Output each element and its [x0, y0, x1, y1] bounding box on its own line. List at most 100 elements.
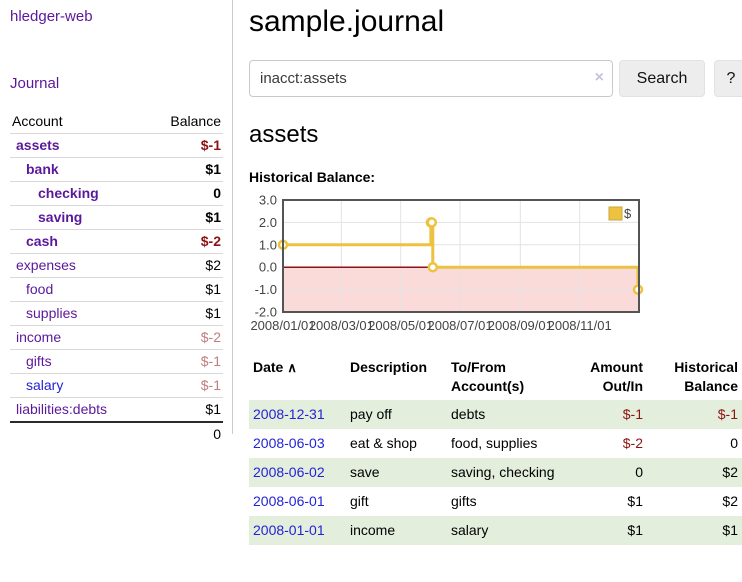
transaction-date-link[interactable]: 2008-01-01 — [253, 522, 325, 538]
search-button[interactable]: Search — [619, 60, 705, 97]
account-link[interactable]: salary — [26, 377, 64, 393]
account-link[interactable]: income — [16, 329, 62, 345]
data-point — [426, 217, 438, 228]
transaction-row: 2008-06-02 save saving, checking 0 $2 — [249, 458, 742, 487]
account-link[interactable]: saving — [38, 209, 83, 225]
account-link[interactable]: checking — [38, 185, 99, 201]
app-title-link[interactable]: hledger-web — [10, 8, 93, 25]
transaction-date-link[interactable]: 2008-06-03 — [253, 435, 325, 451]
y-tick-label: 0.0 — [259, 260, 277, 275]
help-button[interactable]: ? — [714, 60, 742, 97]
account-link[interactable]: supplies — [26, 305, 78, 321]
x-tick-label: 2008/09/01 — [488, 318, 553, 333]
chart-title: Historical Balance: — [249, 169, 376, 185]
account-balance: $1 — [205, 401, 221, 417]
account-balance: $-1 — [200, 377, 221, 393]
account-tree: assets $-1 bank $1 checking 0 saving $1 cash $-2 e… — [10, 133, 223, 421]
account-row: salary $-1 — [10, 373, 223, 397]
account-balance: $-2 — [200, 233, 221, 249]
header-amount[interactable]: Amount Out/In — [590, 359, 643, 394]
account-link[interactable]: assets — [16, 137, 60, 153]
transaction-date-link[interactable]: 2008-06-02 — [253, 464, 325, 480]
sidebar-item-journal[interactable]: Journal — [10, 75, 60, 92]
account-column-header: Account — [12, 113, 63, 129]
transaction-balance-cell: $1 — [722, 522, 738, 538]
account-balance: 0 — [213, 185, 221, 201]
clear-search-icon[interactable]: × — [594, 69, 604, 86]
accounts-table-header: Account Balance — [10, 110, 223, 133]
accounts-table: Account Balance assets $-1 bank $1 checking 0… — [10, 110, 223, 446]
transaction-balance-cell: $2 — [722, 464, 738, 480]
data-point — [427, 261, 439, 273]
sidebar: hledger-web Journal Account Balance asse… — [0, 0, 233, 442]
account-row: supplies $1 — [10, 301, 223, 325]
account-link[interactable]: bank — [26, 161, 59, 177]
account-link[interactable]: expenses — [16, 257, 76, 273]
x-tick-label: 2008/11/01 — [548, 318, 612, 333]
page: hledger-web Journal Account Balance asse… — [0, 0, 742, 545]
plot-border — [282, 199, 640, 313]
accounts-total: 0 — [10, 421, 223, 446]
transaction-amount-cell: 0 — [635, 464, 643, 480]
account-row: cash $-2 — [10, 229, 223, 253]
register-header-row: Date ∧ Description To/From Account(s) Amo… — [249, 354, 742, 400]
transaction-date-cell: 2008-06-03 — [249, 429, 346, 458]
transaction-date-link[interactable]: 2008-12-31 — [253, 406, 325, 422]
transaction-amount-cell: $-1 — [622, 406, 643, 422]
header-accounts[interactable]: To/From Account(s) — [451, 359, 525, 394]
transaction-row: 2008-06-01 gift gifts $1 $2 — [249, 487, 742, 516]
transaction-description-cell: gift — [350, 493, 369, 509]
account-link[interactable]: liabilities:debts — [16, 401, 108, 417]
transaction-date-link[interactable]: 2008-06-01 — [253, 493, 325, 509]
account-balance: $1 — [205, 209, 221, 225]
transaction-balance-cell: $-1 — [717, 406, 738, 422]
account-link[interactable]: food — [26, 281, 54, 297]
transaction-description-cell: pay off — [350, 406, 392, 422]
account-row: expenses $2 — [10, 253, 223, 277]
transaction-description-cell: eat & shop — [350, 435, 417, 451]
account-row: gifts $-1 — [10, 349, 223, 373]
transaction-date-cell: 2008-01-01 — [249, 516, 346, 545]
main-content: sample.journal × Search ? assets Histori… — [233, 0, 742, 545]
search-input-wrap: × — [249, 60, 613, 97]
x-tick-label: 2008/03/01 — [309, 318, 374, 333]
header-date[interactable]: Date ∧ — [253, 359, 297, 375]
account-row: assets $-1 — [10, 133, 223, 157]
x-tick-label: 2008/01/01 — [250, 318, 315, 333]
transaction-description-cell: save — [350, 464, 380, 480]
legend-label: $ — [624, 206, 632, 221]
transaction-date-cell: 2008-12-31 — [249, 400, 346, 429]
legend-swatch — [608, 206, 623, 221]
y-tick-label: 2.0 — [259, 215, 277, 230]
search-form: × Search ? — [249, 60, 742, 97]
account-link[interactable]: cash — [26, 233, 58, 249]
transaction-date-cell: 2008-06-01 — [249, 487, 346, 516]
account-balance: $1 — [205, 281, 221, 297]
transaction-accounts-cell: food, supplies — [451, 435, 538, 451]
account-balance: $1 — [205, 305, 221, 321]
transaction-amount-cell: $1 — [627, 493, 643, 509]
account-balance: $-2 — [200, 329, 221, 345]
transaction-accounts-cell: gifts — [451, 493, 477, 509]
account-heading: assets — [249, 121, 319, 148]
y-tick-label: 1.0 — [259, 237, 277, 252]
search-input[interactable] — [249, 60, 613, 97]
account-balance: $2 — [205, 257, 221, 273]
transaction-row: 2008-12-31 pay off debts $-1 $-1 — [249, 400, 742, 429]
transaction-row: 2008-06-03 eat & shop food, supplies $-2 0 — [249, 429, 742, 458]
transaction-amount-cell: $1 — [627, 522, 643, 538]
account-row: saving $1 — [10, 205, 223, 229]
transaction-accounts-cell: salary — [451, 522, 489, 538]
transaction-row: 2008-01-01 income salary $1 $1 — [249, 516, 742, 545]
register-table: Date ∧ Description To/From Account(s) Amo… — [249, 354, 742, 545]
account-row: food $1 — [10, 277, 223, 301]
account-row: bank $1 — [10, 157, 223, 181]
account-balance: $-1 — [200, 353, 221, 369]
page-title: sample.journal — [249, 5, 445, 38]
x-tick-label: 2008/07/01 — [427, 318, 492, 333]
header-balance[interactable]: Historical Balance — [674, 359, 738, 394]
balance-column-header: Balance — [170, 113, 221, 129]
account-link[interactable]: gifts — [26, 353, 52, 369]
header-description[interactable]: Description — [350, 359, 428, 375]
account-row: income $-2 — [10, 325, 223, 349]
